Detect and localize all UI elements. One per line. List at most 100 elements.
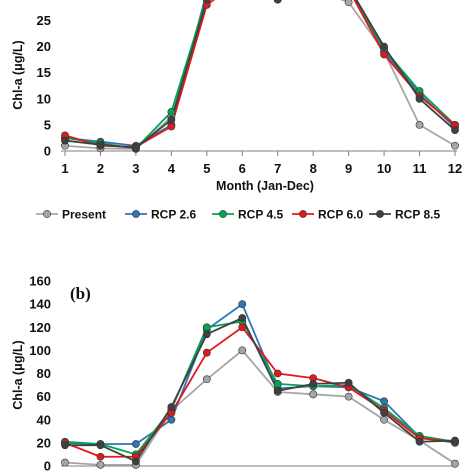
chart-b: 0 20 40 60 80 100 120 140 160 Chl-a (μg/L) (b) (11, 274, 459, 474)
chart-a-xlabel: Month (Jan-Dec) (216, 179, 314, 193)
chart-a-point-s3-9 (380, 50, 388, 59)
chart-a-point-s4-0 (61, 136, 69, 145)
chart-a-point-s0-10 (415, 121, 424, 129)
chart-b-point-s0-0 (61, 458, 69, 467)
chart-b-point-s0-1 (96, 460, 105, 469)
chart-b-ytick-6: 120 (29, 320, 51, 335)
chart-a-point-s4-2 (132, 143, 140, 152)
chart-b-ytick-2: 40 (37, 412, 51, 427)
chart-b-point-s1-3 (167, 415, 176, 424)
legend-marker-0 (43, 210, 51, 218)
chart-b-point-s4-11 (451, 436, 459, 445)
legend-label-0: Present (62, 208, 106, 222)
legend-label-2: RCP 4.5 (238, 208, 283, 222)
chart-b-series-line-4 (65, 317, 456, 463)
legend-marker-2 (219, 210, 227, 218)
chart-a-ytick-5: 25 (37, 13, 51, 28)
chart-a-xtick-7: 8 (310, 161, 317, 176)
chart-b-point-s4-10 (415, 437, 424, 446)
chart-b-point-s3-5 (238, 323, 247, 332)
chart-b-series-line-2 (64, 320, 456, 456)
chart-b-point-s4-5 (238, 314, 247, 322)
chart-a-point-s3-3 (167, 122, 176, 131)
chart-a-point-s4-6 (273, 0, 282, 4)
chart-a-series-line-1 (64, 0, 456, 147)
legend-label-4: RCP 8.5 (395, 208, 440, 222)
chart-b-point-s0-8 (344, 392, 353, 401)
chart-b-ylabel: Chl-a (μg/L) (11, 340, 25, 409)
chart-b-point-s0-7 (309, 390, 318, 399)
chart-b-point-s2-6 (273, 380, 282, 388)
chart-b-ytick-1: 20 (37, 435, 51, 450)
chart-b-series-line-1 (64, 303, 456, 445)
chart-a-series-line-3 (64, 0, 456, 148)
chart-a-point-s4-3 (167, 115, 176, 124)
chart-legend: Present RCP 2.6 RCP 4.5 RCP 6.0 RCP 8.5 (36, 208, 440, 222)
chart-a-xtick-5: 6 (239, 161, 246, 176)
chart-a-ytick-1: 5 (44, 117, 51, 132)
chart-b-point-s4-7 (309, 380, 318, 388)
chart-a-point-s2-3 (167, 107, 176, 116)
chart-b-point-s0-4 (202, 375, 211, 384)
chart-a-point-s4-10 (415, 94, 424, 103)
chart-b-point-s1-5 (238, 300, 247, 309)
chart-b-plot: 0 20 40 60 80 100 120 140 160 (29, 274, 459, 474)
chart-a-ytick-3: 15 (37, 65, 51, 80)
chart-a-ytick-2: 10 (37, 91, 51, 106)
chart-b-point-s4-3 (167, 403, 176, 411)
chart-a-xtick-6: 7 (274, 161, 281, 176)
chart-b-point-s4-4 (202, 330, 211, 339)
chart-b-ytick-7: 140 (29, 297, 51, 312)
legend-marker-3 (299, 210, 307, 218)
chart-a-xtick-4: 5 (203, 161, 210, 176)
legend-marker-4 (376, 210, 384, 218)
chart-a-series-line-4 (64, 0, 456, 149)
chart-b-point-s2-4 (202, 323, 211, 332)
chart-b-series-line-3 (64, 326, 456, 458)
chart-a-point-s4-9 (380, 42, 388, 51)
chart-a-series-line-0 (64, 0, 456, 150)
chart-b-point-s4-0 (61, 441, 69, 450)
chart-b-series-line-0 (64, 349, 456, 466)
chart-a-ylabel: Chl-a (μg/L) (11, 40, 25, 109)
chart-b-point-s4-2 (132, 457, 140, 466)
chart-b-point-s1-9 (380, 397, 388, 406)
chart-a-xtick-11: 12 (448, 161, 462, 176)
chart-b-point-s3-6 (273, 369, 282, 378)
chart-b-point-s4-9 (380, 408, 388, 417)
chart-b-point-s1-2 (132, 440, 140, 448)
chart-a-ytick-0: 0 (44, 144, 51, 159)
chart-b-ytick-5: 100 (29, 343, 51, 358)
chart-a-xtick-9: 10 (377, 161, 391, 176)
chart-a-point-s0-11 (451, 141, 459, 150)
chart-b-point-s3-1 (96, 452, 105, 461)
chart-b-panel-label: (b) (70, 284, 91, 303)
chart-b-ytick-4: 80 (37, 366, 51, 381)
chart-a-ytick-6: 30 (37, 0, 51, 2)
legend-label-3: RCP 6.0 (318, 208, 363, 222)
chart-a-plot: 051015202530123456789101112 (37, 0, 462, 176)
chart-a-xtick-10: 11 (413, 161, 427, 176)
chart-b-ytick-0: 0 (44, 459, 51, 474)
chart-a-ytick-4: 20 (37, 39, 51, 54)
chart-a-xtick-1: 2 (97, 161, 104, 176)
chart-a-point-s4-4 (202, 0, 211, 4)
chart-b-ytick-3: 60 (37, 389, 51, 404)
chart-b-point-s4-6 (273, 386, 282, 395)
chart-b-point-s3-4 (202, 348, 211, 357)
chart-a: 051015202530123456789101112 Chl-a (μg/L)… (11, 0, 462, 222)
chart-b-ytick-8: 160 (29, 274, 51, 289)
chart-a-point-s4-11 (451, 126, 459, 135)
chart-a-xtick-3: 4 (168, 161, 176, 176)
chart-a-point-s4-1 (96, 140, 105, 149)
chart-a-xtick-2: 3 (132, 161, 139, 176)
legend-marker-1 (132, 210, 140, 218)
chart-a-point-s0-8 (344, 0, 353, 7)
chart-b-point-s0-5 (238, 346, 247, 355)
chart-a-series-line-2 (64, 0, 456, 150)
legend-label-1: RCP 2.6 (151, 208, 196, 222)
chart-b-point-s0-11 (451, 459, 459, 468)
chart-b-point-s4-8 (344, 378, 353, 387)
chart-b-point-s4-1 (96, 441, 105, 450)
